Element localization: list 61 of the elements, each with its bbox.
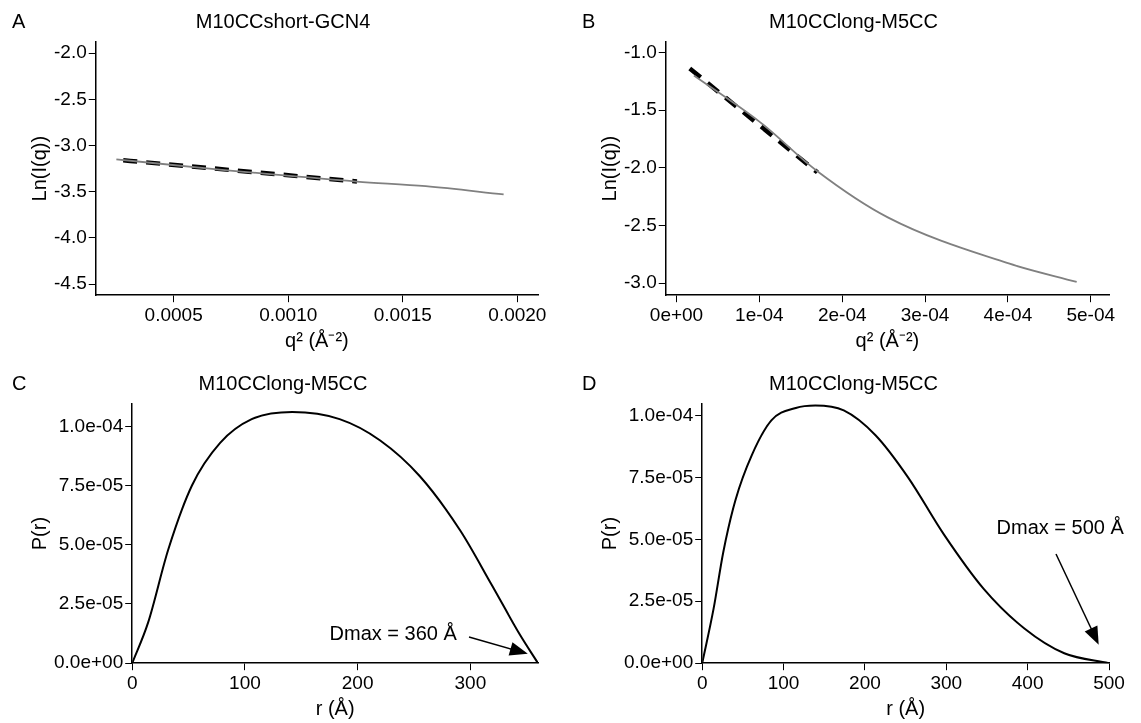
y-axis-title: P(r): [597, 516, 620, 551]
x-tick-label: 400: [1011, 671, 1044, 693]
x-tick-label: 300: [930, 671, 963, 693]
chart-title: M10CClong-M5CC: [769, 9, 938, 32]
x-tick-label: 0: [696, 671, 708, 693]
y-tick-label: 5.0e-05: [58, 532, 124, 554]
text: D: [582, 371, 597, 394]
text: B: [582, 9, 596, 32]
x-tick-label: 0e+00: [649, 303, 704, 325]
y-tick-label: 7.5e-05: [58, 473, 124, 495]
y-tick-label: 1.0e-04: [628, 403, 694, 425]
x-tick-label: 4e-04: [983, 303, 1033, 325]
y-tick-label: -4.0: [53, 226, 87, 248]
y-tick-label: -1.5: [623, 98, 657, 120]
line-series: [693, 74, 1078, 283]
x-tick-label: 100: [767, 671, 800, 693]
x-tick-label: 1e-04: [735, 303, 785, 325]
y-axis-title: P(r): [27, 516, 50, 551]
y-tick-label: -3.5: [53, 179, 87, 201]
y-tick-label: 0.0e+00: [623, 651, 694, 673]
x-tick-label: 100: [229, 671, 261, 693]
annotation: Dmax = 360 Å: [329, 622, 458, 645]
y-tick-label: -2.5: [623, 213, 657, 235]
x-tick-label: 5e-04: [1066, 303, 1116, 325]
chart-title: M10CClong-M5CC: [769, 371, 938, 394]
chart-title: M10CClong-M5CC: [198, 371, 368, 394]
x-tick-label: 0.0020: [488, 303, 547, 325]
x-tick-label: 3e-04: [900, 303, 950, 325]
y-tick-label: -3.0: [623, 271, 657, 293]
x-axis-title: q² (Å⁻²): [855, 328, 920, 351]
y-tick-label: 2.5e-05: [58, 592, 124, 614]
y-tick-label: 1.0e-04: [58, 414, 124, 436]
x-tick-label: 200: [341, 671, 374, 693]
x-tick-label: 0.0010: [259, 303, 318, 325]
y-tick-label: -2.5: [53, 87, 87, 109]
x-tick-label: 0.0015: [373, 303, 432, 325]
y-tick-label: -3.0: [53, 133, 87, 155]
y-axis-title: Ln(I(q)): [27, 135, 50, 202]
annotation: Dmax = 500 Å: [996, 515, 1125, 538]
chart-title: M10CCshort-GCN4: [195, 9, 371, 32]
x-axis-title: r (Å): [886, 696, 926, 719]
x-tick-label: 500: [1093, 671, 1125, 693]
x-axis-title: r (Å): [315, 696, 355, 719]
y-tick-label: 2.5e-05: [628, 589, 694, 611]
y-tick-label: -4.5: [53, 272, 87, 294]
text: C: [12, 371, 27, 394]
x-axis-title: q² (Å⁻²): [285, 328, 349, 351]
y-tick-label: 5.0e-05: [628, 527, 694, 549]
y-axis-title: Ln(I(q)): [597, 135, 620, 202]
x-tick-label: 200: [849, 671, 881, 693]
x-tick-label: 0.0005: [144, 303, 203, 325]
y-tick-label: 7.5e-05: [628, 465, 694, 487]
text: A: [12, 9, 26, 32]
y-tick-label: -2.0: [623, 155, 657, 177]
line-series: [115, 158, 505, 196]
x-tick-label: 300: [454, 671, 487, 693]
y-tick-label: -1.0: [623, 40, 657, 62]
y-tick-label: -2.0: [53, 41, 87, 63]
x-tick-label: 0: [126, 671, 138, 693]
x-tick-label: 2e-04: [817, 303, 867, 325]
y-tick-label: 0.0e+00: [53, 651, 124, 673]
